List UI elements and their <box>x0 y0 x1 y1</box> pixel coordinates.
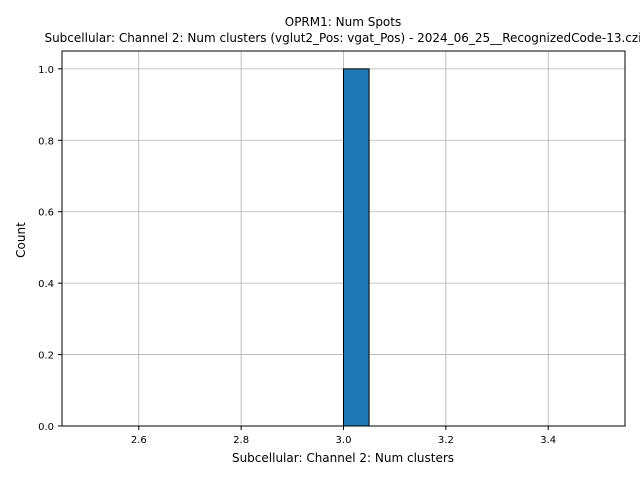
x-tick-label: 2.6 <box>131 435 147 446</box>
x-tick-label: 3.4 <box>540 435 556 446</box>
histogram-bar <box>343 68 370 427</box>
chart-subtitle: Subcellular: Channel 2: Num clusters (vg… <box>44 31 640 45</box>
x-axis-label: Subcellular: Channel 2: Num clusters <box>232 451 454 465</box>
y-tick-label: 0.2 <box>38 351 54 362</box>
y-tick-label: 1.0 <box>38 65 54 76</box>
x-tick-label: 3.0 <box>336 435 352 446</box>
y-axis-label: Count <box>14 222 28 258</box>
y-tick-label: 0.4 <box>38 279 54 290</box>
y-tick-label: 0.0 <box>38 422 54 433</box>
x-tick-label: 2.8 <box>233 435 249 446</box>
y-tick-label: 0.6 <box>38 208 54 219</box>
y-tick-label: 0.8 <box>38 136 54 147</box>
chart-title: OPRM1: Num Spots <box>285 15 401 29</box>
x-tick-label: 3.2 <box>438 435 454 446</box>
x-axis-ticks: 2.6 2.8 3.0 3.2 3.4 <box>131 426 556 446</box>
histogram-bars <box>343 68 370 427</box>
y-axis-ticks: 0.0 0.2 0.4 0.6 0.8 1.0 <box>38 65 62 433</box>
